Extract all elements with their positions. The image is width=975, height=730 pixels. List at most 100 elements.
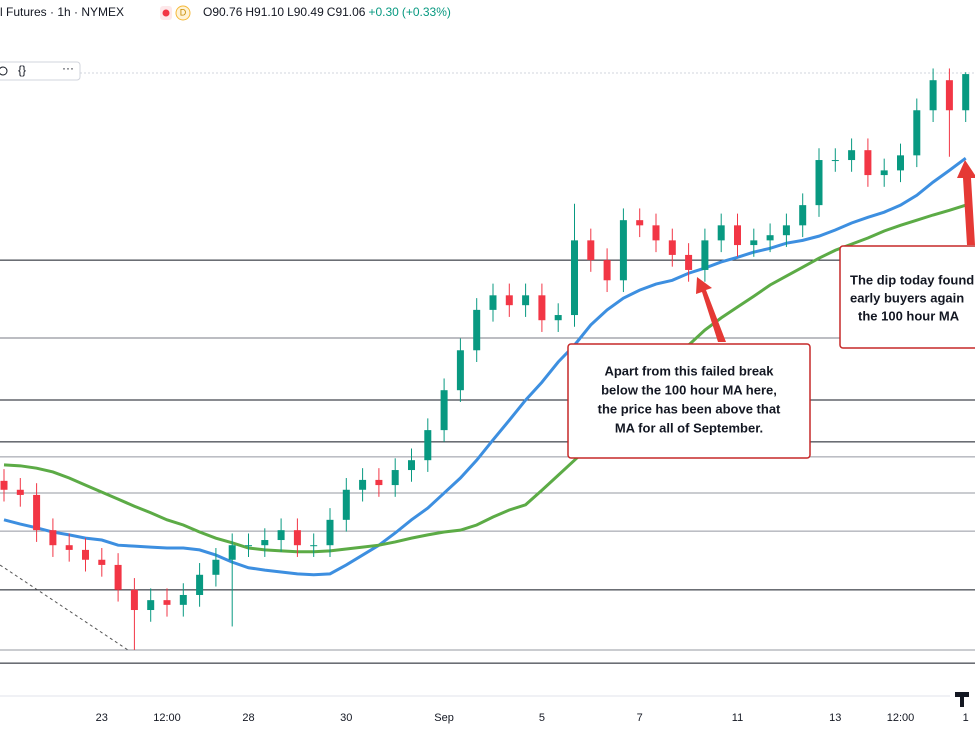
x-tick-label: 12:00 — [153, 712, 181, 724]
candle-body — [750, 240, 758, 246]
moving-average-line — [3, 156, 967, 577]
candle-body — [619, 220, 627, 281]
x-tick-label: 23 — [96, 712, 108, 724]
badge-dot — [162, 9, 170, 17]
candle-body — [147, 600, 155, 611]
candle-body — [179, 594, 187, 605]
moving-average-line — [3, 203, 967, 554]
symbol-title: l Futures · 1h · NYMEX — [0, 5, 124, 19]
candle-body — [571, 240, 578, 316]
x-tick-label: 30 — [340, 712, 352, 724]
annotation-line: the 100 hour MA — [858, 308, 960, 323]
annotation-line: the price has been above that — [598, 401, 781, 416]
candle-body — [962, 74, 970, 111]
header-bg — [0, 0, 975, 26]
candle-body — [391, 470, 399, 486]
x-axis: 23 12:00 28 30 Sep 5 7 11 13 12:00 1 — [96, 712, 969, 724]
x-tick-label: 28 — [242, 712, 254, 724]
candle-body — [228, 545, 236, 560]
candle-body — [130, 589, 138, 611]
candle-body — [0, 480, 8, 490]
x-tick-label: 12:00 — [887, 712, 915, 724]
candle-body — [98, 559, 106, 565]
d-badge — [175, 5, 191, 21]
candle-body — [489, 295, 497, 310]
x-tick-label: 5 — [539, 712, 545, 724]
toolbar-icon-braces[interactable]: {} — [18, 63, 26, 77]
annotation-line: below the 100 hour MA here, — [601, 382, 777, 397]
annotation-line: MA for all of September. — [615, 420, 763, 435]
quote-value: +0.30 — [368, 5, 399, 19]
arrow — [957, 160, 975, 245]
candle-body — [293, 530, 301, 546]
quote-value: (+0.33%) — [402, 5, 451, 19]
x-tick-label: Sep — [434, 712, 454, 724]
candle-body — [82, 549, 89, 560]
candle-body — [424, 430, 432, 461]
x-tick-label: 7 — [637, 712, 643, 724]
candle-body — [880, 170, 888, 176]
quote-value: L90.49 — [287, 5, 324, 19]
candle-body — [49, 530, 57, 546]
logo — [955, 692, 969, 707]
candle-body — [685, 254, 693, 270]
candle-body — [261, 540, 269, 546]
candle-body — [212, 559, 220, 575]
toolbar-icon[interactable] — [0, 66, 8, 76]
candle-body — [359, 479, 367, 490]
x-tick-label: 11 — [732, 712, 743, 724]
candle-body — [342, 489, 350, 520]
moving-averages — [3, 156, 967, 577]
candle-body — [16, 489, 24, 495]
d-badge-label: D — [180, 7, 187, 17]
annotation-line: early buyers again — [850, 290, 964, 305]
candle-body — [782, 225, 790, 236]
toolbar[interactable] — [0, 61, 81, 81]
candles — [0, 68, 970, 650]
candle-body — [913, 110, 921, 156]
candle-body — [163, 600, 171, 605]
candle-body — [848, 150, 856, 161]
candle-body — [505, 295, 513, 306]
candle-body — [65, 545, 73, 550]
annotation-box — [839, 245, 975, 349]
candle-body — [652, 225, 660, 241]
candle-body — [587, 240, 595, 261]
quote: O90.76 H91.10 L90.49 C91.06 +0.30 (+0.33%) — [203, 5, 451, 19]
candle-body — [310, 545, 318, 547]
candle-body — [945, 80, 953, 111]
candle-body — [440, 390, 448, 431]
candle-body — [114, 564, 122, 590]
candle-body — [766, 235, 774, 241]
candle-body — [277, 530, 285, 541]
annotation-line: The dip today found — [850, 272, 974, 287]
candle-body — [456, 350, 464, 391]
candle-body — [701, 240, 709, 270]
candle-body — [196, 574, 204, 595]
candle-body — [929, 80, 937, 111]
candle-body — [326, 519, 334, 546]
candle-body — [33, 494, 41, 531]
candle-body — [734, 225, 741, 246]
quote-value: O90.76 — [203, 5, 243, 19]
candle-body — [522, 295, 530, 306]
candle-body — [603, 260, 611, 281]
candle-body — [864, 150, 872, 176]
candle-body — [897, 155, 904, 171]
trend-line — [0, 564, 129, 651]
x-tick-label: 13 — [829, 712, 841, 724]
candle-body — [473, 309, 481, 351]
x-tick-label: 1 — [963, 712, 969, 724]
arrow — [696, 277, 726, 342]
candle-body — [717, 225, 725, 241]
quote-value: C91.06 — [327, 5, 366, 19]
candle-body — [538, 295, 546, 321]
candle-body — [815, 160, 823, 206]
annotation-line: Apart from this failed break — [604, 363, 774, 378]
candle-body — [799, 205, 807, 226]
toolbar-icon-more[interactable]: ··· — [62, 61, 74, 75]
annotation-box — [567, 343, 811, 459]
candle-body — [668, 240, 676, 255]
candle-body — [408, 460, 415, 471]
